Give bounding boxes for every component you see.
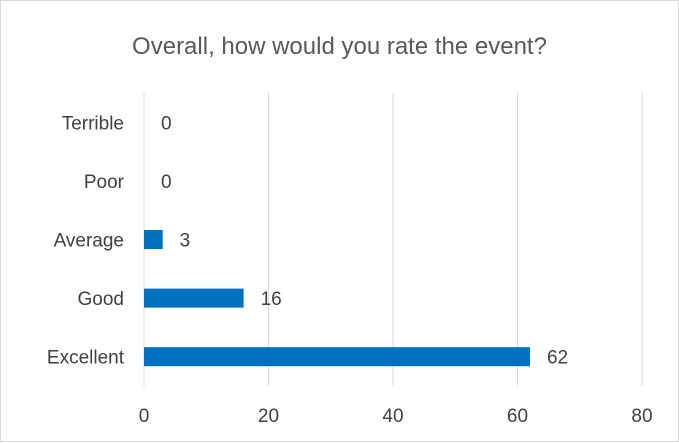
data-label: 0	[161, 113, 172, 134]
data-label: 0	[161, 172, 172, 193]
x-tick-label: 80	[631, 406, 652, 427]
bar	[144, 347, 530, 367]
data-label: 3	[180, 231, 191, 252]
category-label: Good	[78, 289, 124, 310]
x-tick-label: 60	[507, 406, 528, 427]
data-label: 62	[547, 348, 568, 369]
category-label: Terrible	[62, 113, 124, 134]
bar	[144, 230, 163, 249]
bar	[144, 288, 244, 308]
data-label: 16	[261, 289, 282, 310]
x-tick-label: 40	[382, 406, 403, 427]
x-tick-label: 0	[139, 406, 150, 427]
chart-title: Overall, how would you rate the event?	[132, 33, 547, 60]
category-label: Excellent	[47, 348, 125, 369]
category-label: Poor	[84, 172, 125, 193]
x-tick-label: 20	[258, 406, 279, 427]
category-label: Average	[54, 231, 124, 252]
